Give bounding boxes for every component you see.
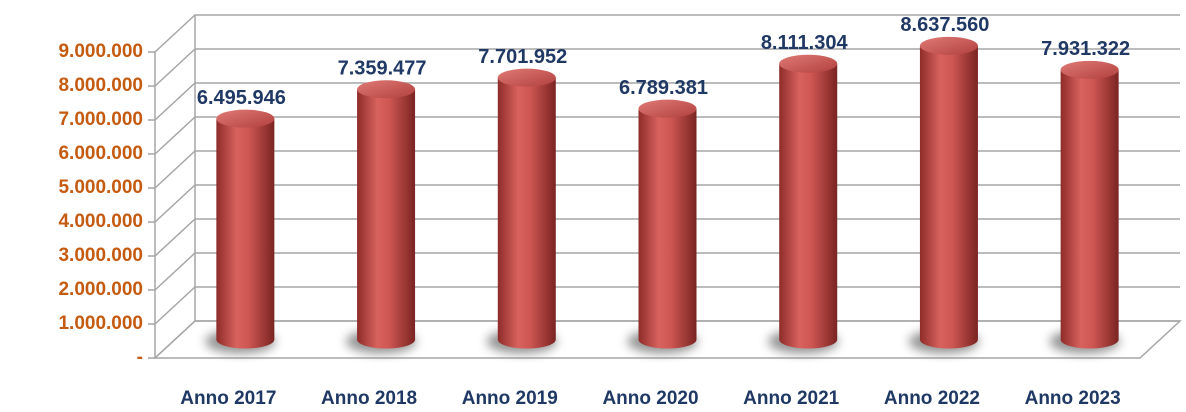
grid-line [154, 218, 1180, 257]
grid-line [154, 116, 1180, 155]
x-tick-label: Anno 2022 [884, 388, 980, 409]
y-tick-label: 3.000.000 [58, 245, 143, 266]
bar-top [216, 109, 275, 128]
value-label: 7.931.322 [1041, 38, 1130, 60]
y-tick-label: 9.000.000 [58, 41, 143, 62]
value-label: 6.789.381 [619, 77, 708, 99]
y-tick-label: 7.000.000 [58, 109, 143, 130]
value-label: 7.701.952 [478, 46, 567, 68]
grid-line [154, 320, 1180, 359]
bar [1060, 69, 1119, 349]
x-tick-label: Anno 2023 [1025, 388, 1121, 409]
y-tick-label: 2.000.000 [58, 279, 143, 300]
bar [638, 108, 697, 349]
bar-top [779, 54, 838, 73]
value-label: 8.111.304 [761, 32, 849, 54]
bar [497, 77, 556, 349]
bar-top [919, 36, 978, 55]
grid-line [154, 14, 1180, 53]
y-tick-label: 6.000.000 [58, 143, 143, 164]
x-tick-label: Anno 2019 [462, 388, 558, 409]
bar-top [638, 99, 697, 118]
bar-top [1060, 60, 1119, 79]
grid-line [154, 150, 1180, 189]
bar-top [357, 80, 416, 99]
grid-line [154, 82, 1180, 121]
value-label: 7.359.477 [338, 58, 427, 80]
y-tick-label: 1.000.000 [58, 313, 143, 334]
value-label: 6.495.946 [197, 87, 286, 109]
x-tick-label: Anno 2020 [602, 388, 698, 409]
grid-line [154, 184, 1180, 223]
grid-line [154, 286, 1180, 325]
y-tick-label: - [137, 347, 143, 368]
bar [357, 89, 416, 349]
y-tick-label: 4.000.000 [58, 211, 143, 232]
x-tick-label: Anno 2017 [180, 388, 276, 409]
y-tick-label: 5.000.000 [58, 177, 143, 198]
x-tick-label: Anno 2021 [743, 388, 840, 409]
bar-top [497, 68, 556, 87]
x-tick-label: Anno 2018 [321, 388, 417, 409]
y-tick-label: 8.000.000 [58, 75, 143, 96]
bar [216, 118, 275, 349]
grid-line [154, 252, 1180, 291]
bar [779, 63, 838, 349]
grid-line [154, 48, 1180, 87]
value-label: 8.637.560 [900, 14, 989, 36]
bar [919, 45, 978, 349]
